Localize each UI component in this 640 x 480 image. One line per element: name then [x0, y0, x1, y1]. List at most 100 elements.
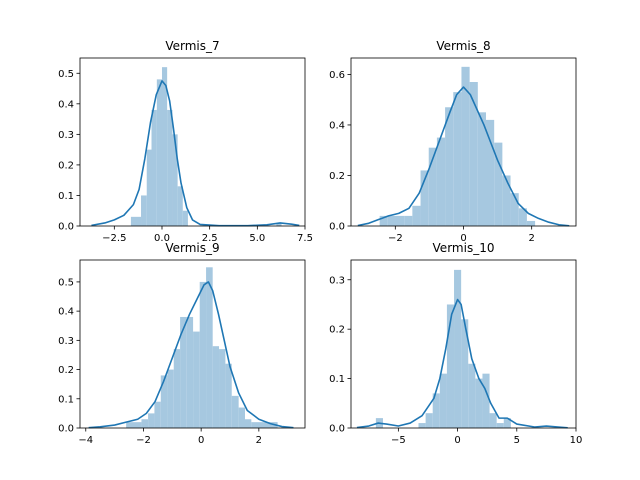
histogram-bar — [526, 220, 536, 226]
histogram-bar — [130, 216, 142, 226]
y-tick-label: 0.0 — [329, 424, 345, 435]
y-tick-label: 0.0 — [58, 222, 74, 233]
histogram-bar — [489, 413, 497, 428]
histogram-bar — [379, 215, 388, 226]
x-tick-label: 5 — [514, 435, 520, 446]
x-tick-label: 0 — [454, 435, 460, 446]
y-tick-label: 0.3 — [329, 275, 345, 286]
histogram-bar — [146, 149, 152, 226]
y-tick-label: 0.2 — [58, 365, 74, 376]
y-tick-label: 0.1 — [58, 191, 74, 202]
x-tick-label: 5.0 — [249, 233, 265, 244]
y-tick-label: 0.0 — [329, 222, 345, 233]
histogram-bar — [428, 147, 437, 226]
histogram-bar — [186, 316, 194, 428]
axes-frame — [350, 259, 577, 429]
histogram-bar — [180, 316, 187, 428]
histogram-bar — [404, 215, 413, 226]
axes-frame — [79, 57, 306, 227]
x-tick-label: −2 — [388, 233, 403, 244]
subplot-title: Vermis_9 — [165, 241, 219, 255]
histogram-bar — [154, 401, 161, 428]
histogram-bar — [212, 346, 220, 428]
histogram-bar — [156, 79, 162, 226]
x-tick-label: 0 — [460, 233, 466, 244]
y-tick-label: 0.2 — [329, 325, 345, 336]
subplot-title: Vermis_8 — [436, 39, 490, 53]
y-tick-label: 0.5 — [58, 277, 74, 288]
histogram-bar — [518, 208, 527, 226]
histogram-bar — [482, 373, 490, 428]
y-tick-label: 0.1 — [58, 394, 74, 405]
x-tick-label: 2 — [256, 435, 262, 446]
y-tick-label: 0.2 — [329, 171, 345, 182]
x-tick-label: 0 — [198, 435, 204, 446]
histogram-bar — [219, 349, 226, 428]
histogram-bar — [468, 363, 476, 428]
histogram-bar — [439, 373, 447, 428]
histogram-bar — [161, 67, 168, 226]
subplot-vermis-9: −4 −2 0 2 0.0 0.1 0.2 0.3 0.4 0.5 Vermis_9 — [58, 241, 306, 446]
histogram-bar — [245, 419, 252, 428]
histogram-bar — [510, 193, 519, 226]
histogram-bar — [167, 109, 173, 226]
histogram-bar — [225, 363, 232, 428]
histogram-bar — [454, 269, 462, 428]
y-tick-label: 0.0 — [58, 424, 74, 435]
histogram-bar — [412, 205, 421, 226]
histogram-bar — [496, 423, 504, 428]
subplot-vermis-10: −5 0 5 10 0.0 0.1 0.2 0.3 Vermis_10 — [329, 241, 582, 446]
histogram-bar — [461, 66, 470, 226]
subplot-vermis-8: −2 0 2 0.0 0.2 0.4 0.6 Vermis_8 — [329, 39, 577, 244]
histogram-bar — [141, 195, 147, 226]
y-tick-label: 0.3 — [58, 336, 74, 347]
y-tick-label: 0.1 — [329, 374, 345, 385]
histogram-bar — [396, 215, 405, 226]
x-tick-label: −2 — [136, 435, 151, 446]
subplot-vermis-7: −2.5 0.0 2.5 5.0 7.5 0.0 0.1 0.2 0.3 0.4 0.5 Vermis… — [58, 39, 313, 244]
histogram-bar — [453, 92, 462, 226]
histogram-bar — [475, 378, 483, 428]
y-tick-label: 0.3 — [58, 130, 74, 141]
histogram-bar — [477, 112, 486, 226]
histogram-bar — [177, 186, 183, 226]
y-tick-label: 0.6 — [329, 70, 345, 81]
histogram-bar — [445, 107, 454, 226]
histogram-bar — [420, 170, 429, 226]
histogram-bar — [141, 419, 149, 428]
histogram-bar — [238, 407, 245, 428]
histogram-bar — [231, 395, 239, 428]
histogram-bar — [486, 119, 495, 226]
kde-line — [91, 80, 300, 227]
histogram-bar — [436, 137, 446, 226]
x-tick-label: 0.0 — [154, 233, 170, 244]
histogram-bar — [425, 413, 433, 428]
y-tick-label: 0.4 — [58, 99, 74, 110]
histogram-bar — [469, 82, 478, 226]
histogram-bar — [461, 319, 469, 428]
histogram-bar — [251, 422, 278, 428]
subplot-title: Vermis_7 — [165, 39, 219, 53]
y-tick-label: 0.4 — [58, 307, 74, 318]
x-tick-label: −2.5 — [102, 233, 126, 244]
histogram-bar — [182, 210, 188, 226]
kde-line — [88, 281, 294, 429]
histogram-bar — [502, 175, 511, 226]
x-tick-label: 10 — [570, 435, 583, 446]
axes-frame — [79, 259, 306, 429]
histogram-bar — [151, 109, 157, 226]
x-tick-label: 2 — [528, 233, 534, 244]
y-tick-label: 0.4 — [329, 120, 345, 131]
x-tick-label: 7.5 — [297, 233, 313, 244]
histogram-bar — [172, 134, 178, 226]
y-tick-label: 0.2 — [58, 160, 74, 171]
histogram-bar — [494, 142, 503, 226]
histogram-bar — [503, 418, 511, 428]
y-tick-label: 0.5 — [58, 69, 74, 80]
x-tick-label: −5 — [391, 435, 406, 446]
histogram-bar — [276, 222, 282, 226]
histogram-bar — [193, 331, 200, 428]
histogram-bar — [206, 267, 213, 428]
